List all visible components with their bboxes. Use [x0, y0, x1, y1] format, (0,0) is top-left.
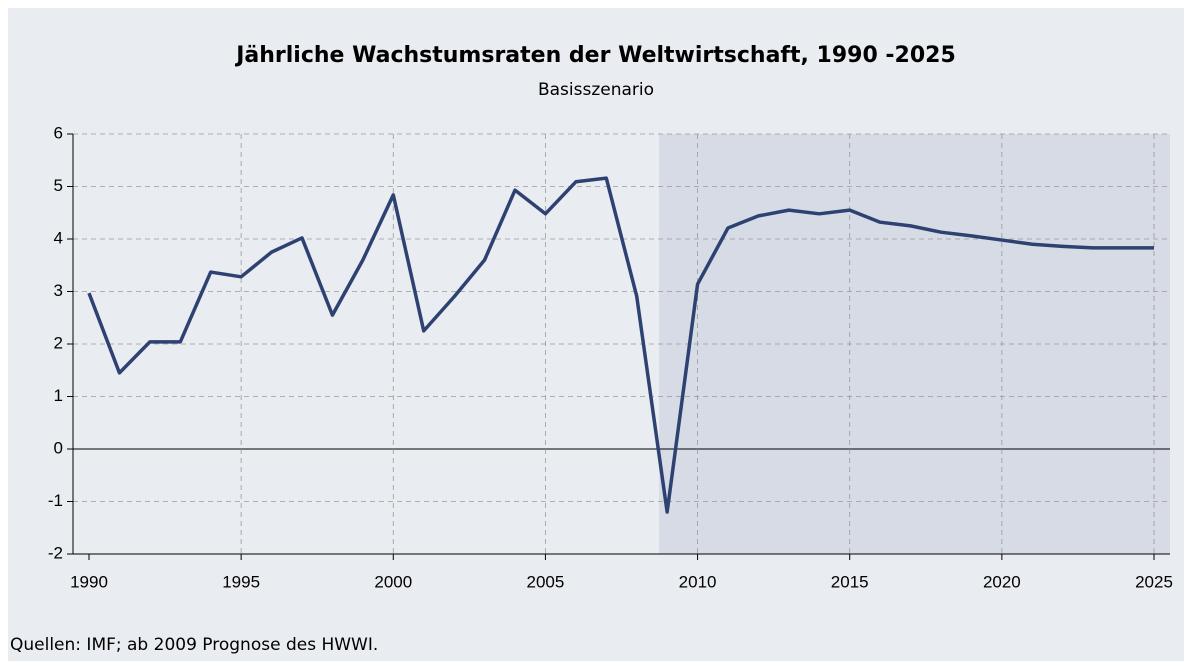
- x-tick-label: 1990: [70, 572, 108, 591]
- chart-subtitle: Basisszenario: [538, 80, 654, 100]
- x-tick-label: 2000: [374, 572, 412, 591]
- x-tick-label: 2015: [831, 572, 869, 591]
- y-tick-label: 4: [54, 228, 63, 247]
- y-tick-label: -1: [48, 491, 63, 510]
- x-tick-label: 2020: [983, 572, 1021, 591]
- x-tick-label: 2010: [679, 572, 717, 591]
- y-tick-label: 0: [54, 438, 63, 457]
- x-tick-label: 2025: [1135, 572, 1173, 591]
- data-line: [87, 176, 1154, 514]
- y-tick-label: 3: [54, 281, 63, 300]
- y-tick-label: 1: [54, 386, 63, 405]
- x-tick-label: 1995: [222, 572, 260, 591]
- chart-title: Jährliche Wachstumsraten der Weltwirtsch…: [234, 43, 956, 68]
- source-note: Quellen: IMF; ab 2009 Prognose des HWWI.: [10, 635, 378, 655]
- y-tick-label: 5: [54, 176, 63, 195]
- y-tick-label: 2: [54, 333, 63, 352]
- y-tick-label: 6: [54, 123, 63, 142]
- y-tick-label: -2: [48, 543, 63, 562]
- x-tick-label: 2005: [527, 572, 565, 591]
